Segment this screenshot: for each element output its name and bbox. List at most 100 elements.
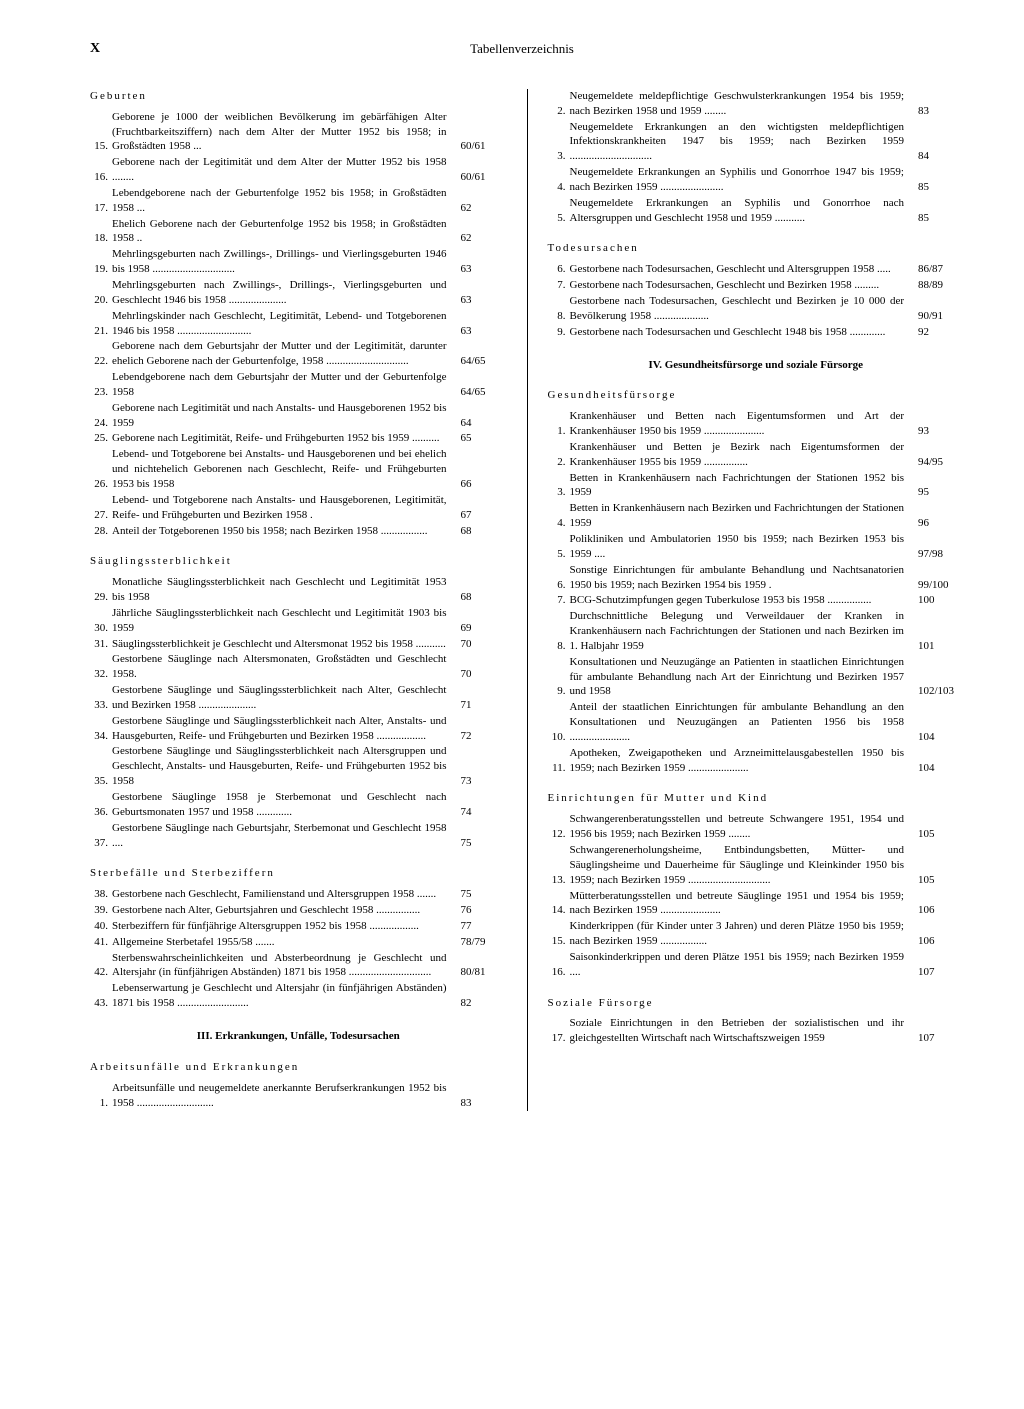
entry-number: 23. bbox=[90, 385, 112, 400]
entry-text: Gestorbene Säuglinge 1958 je Sterbemonat… bbox=[112, 790, 453, 820]
entry-number: 39. bbox=[90, 903, 112, 918]
entry-page: 62 bbox=[453, 231, 507, 246]
toc-entry: 25.Geborene nach Legitimität, Reife- und… bbox=[90, 431, 507, 446]
toc-entry: 16.Saisonkinderkrippen und deren Plätze … bbox=[548, 950, 965, 980]
toc-entry: 8.Gestorbene nach Todesursachen, Geschle… bbox=[548, 294, 965, 324]
toc-entry: 18.Ehelich Geborene nach der Geburtenfol… bbox=[90, 217, 507, 247]
entry-number: 3. bbox=[548, 149, 570, 164]
toc-entry: 6.Sonstige Einrichtungen für ambulante B… bbox=[548, 563, 965, 593]
toc-entry: 19.Mehrlingsgeburten nach Zwillings-, Dr… bbox=[90, 247, 507, 277]
entry-page: 70 bbox=[453, 637, 507, 652]
toc-entry: 2.Neugemeldete meldepflichtige Geschwuls… bbox=[548, 89, 965, 119]
entry-text: Schwangerenberatungsstellen und betreute… bbox=[570, 812, 911, 842]
entry-number: 29. bbox=[90, 590, 112, 605]
entry-number: 2. bbox=[548, 455, 570, 470]
entry-number: 35. bbox=[90, 774, 112, 789]
entry-page: 90/91 bbox=[910, 309, 964, 324]
entry-page: 60/61 bbox=[453, 139, 507, 154]
section-heading: Todesursachen bbox=[548, 241, 965, 256]
entry-text: Konsultationen und Neuzugänge an Patient… bbox=[570, 655, 911, 700]
entry-number: 5. bbox=[548, 211, 570, 226]
entry-text: Neugemeldete Erkrankungen an Syphilis un… bbox=[570, 196, 911, 226]
entry-page: 78/79 bbox=[453, 935, 507, 950]
left-column: Geburten15.Geborene je 1000 der weiblich… bbox=[90, 89, 528, 1111]
entry-page: 76 bbox=[453, 903, 507, 918]
toc-entry: 4.Betten in Krankenhäusern nach Bezirken… bbox=[548, 501, 965, 531]
section-heading: Geburten bbox=[90, 89, 507, 104]
section-heading: Sterbefälle und Sterbeziffern bbox=[90, 866, 507, 881]
entry-number: 18. bbox=[90, 231, 112, 246]
entry-page: 94/95 bbox=[910, 455, 964, 470]
toc-entry: 17.Lebendgeborene nach der Geburtenfolge… bbox=[90, 186, 507, 216]
entry-number: 37. bbox=[90, 836, 112, 851]
chapter-heading: IV. Gesundheitsfürsorge und soziale Fürs… bbox=[548, 358, 965, 373]
toc-entry: 41.Allgemeine Sterbetafel 1955/58 ......… bbox=[90, 935, 507, 950]
entry-text: Kinderkrippen (für Kinder unter 3 Jahren… bbox=[570, 919, 911, 949]
toc-entry: 32.Gestorbene Säuglinge nach Altersmonat… bbox=[90, 652, 507, 682]
entry-text: Gestorbene Säuglinge nach Altersmonaten,… bbox=[112, 652, 453, 682]
entry-page: 63 bbox=[453, 324, 507, 339]
entry-text: Säuglingssterblichkeit je Geschlecht und… bbox=[112, 637, 453, 652]
entry-text: BCG-Schutzimpfungen gegen Tuberkulose 19… bbox=[570, 593, 911, 608]
entry-text: Mehrlingskinder nach Geschlecht, Legitim… bbox=[112, 309, 453, 339]
entry-text: Betten in Krankenhäusern nach Fachrichtu… bbox=[570, 471, 911, 501]
entry-number: 22. bbox=[90, 354, 112, 369]
toc-entry: 14.Mütterberatungsstellen und betreute S… bbox=[548, 889, 965, 919]
toc-entry: 22.Geborene nach dem Geburtsjahr der Mut… bbox=[90, 339, 507, 369]
entry-page: 105 bbox=[910, 827, 964, 842]
entry-text: Arbeitsunfälle und neugemeldete anerkann… bbox=[112, 1081, 453, 1111]
entry-number: 43. bbox=[90, 996, 112, 1011]
entry-number: 11. bbox=[548, 761, 570, 776]
entry-number: 38. bbox=[90, 887, 112, 902]
entry-text: Mehrlingsgeburten nach Zwillings-, Drill… bbox=[112, 247, 453, 277]
entry-number: 13. bbox=[548, 873, 570, 888]
entry-number: 4. bbox=[548, 180, 570, 195]
entry-number: 27. bbox=[90, 508, 112, 523]
toc-entry: 30.Jährliche Säuglingssterblichkeit nach… bbox=[90, 606, 507, 636]
entry-page: 85 bbox=[910, 211, 964, 226]
entry-page: 67 bbox=[453, 508, 507, 523]
toc-columns: Geburten15.Geborene je 1000 der weiblich… bbox=[90, 89, 964, 1111]
entry-text: Monatliche Säuglingssterblichkeit nach G… bbox=[112, 575, 453, 605]
toc-entry: 26.Lebend- und Totgeborene bei Anstalts-… bbox=[90, 447, 507, 492]
entry-page: 85 bbox=[910, 180, 964, 195]
toc-entry: 27.Lebend- und Totgeborene nach Anstalts… bbox=[90, 493, 507, 523]
entry-number: 7. bbox=[548, 593, 570, 608]
toc-entry: 6.Gestorbene nach Todesursachen, Geschle… bbox=[548, 262, 965, 277]
section-heading: Säuglingssterblichkeit bbox=[90, 554, 507, 569]
toc-entry: 16.Geborene nach der Legitimität und dem… bbox=[90, 155, 507, 185]
toc-entry: 20.Mehrlingsgeburten nach Zwillings-, Dr… bbox=[90, 278, 507, 308]
toc-entry: 5.Neugemeldete Erkrankungen an Syphilis … bbox=[548, 196, 965, 226]
entry-text: Gestorbene Säuglinge und Säuglingssterbl… bbox=[112, 683, 453, 713]
toc-entry: 9.Konsultationen und Neuzugänge an Patie… bbox=[548, 655, 965, 700]
toc-entry: 15.Kinderkrippen (für Kinder unter 3 Jah… bbox=[548, 919, 965, 949]
entry-page: 63 bbox=[453, 293, 507, 308]
entry-text: Saisonkinderkrippen und deren Plätze 195… bbox=[570, 950, 911, 980]
entry-text: Durchschnittliche Belegung und Verweilda… bbox=[570, 609, 911, 654]
entry-text: Sonstige Einrichtungen für ambulante Beh… bbox=[570, 563, 911, 593]
entry-number: 16. bbox=[548, 965, 570, 980]
entry-number: 20. bbox=[90, 293, 112, 308]
toc-entry: 10.Anteil der staatlichen Einrichtungen … bbox=[548, 700, 965, 745]
entry-number: 24. bbox=[90, 416, 112, 431]
toc-entry: 3.Neugemeldete Erkrankungen an den wicht… bbox=[548, 120, 965, 165]
entry-number: 1. bbox=[90, 1096, 112, 1111]
entry-number: 41. bbox=[90, 935, 112, 950]
toc-entry: 34.Gestorbene Säuglinge und Säuglingsste… bbox=[90, 714, 507, 744]
entry-text: Geborene nach der Legitimität und dem Al… bbox=[112, 155, 453, 185]
toc-entry: 37.Gestorbene Säuglinge nach Geburtsjahr… bbox=[90, 821, 507, 851]
entry-page: 80/81 bbox=[453, 965, 507, 980]
entry-number: 3. bbox=[548, 485, 570, 500]
entry-text: Betten in Krankenhäusern nach Bezirken u… bbox=[570, 501, 911, 531]
entry-number: 25. bbox=[90, 431, 112, 446]
entry-text: Gestorbene Säuglinge und Säuglingssterbl… bbox=[112, 744, 453, 789]
entry-text: Allgemeine Sterbetafel 1955/58 ....... bbox=[112, 935, 453, 950]
entry-number: 7. bbox=[548, 278, 570, 293]
toc-entry: 13.Schwangerenerholungsheime, Entbindung… bbox=[548, 843, 965, 888]
entry-page: 60/61 bbox=[453, 170, 507, 185]
entry-text: Geborene nach Legitimität und nach Ansta… bbox=[112, 401, 453, 431]
entry-page: 70 bbox=[453, 667, 507, 682]
entry-text: Sterbeziffern für fünfjährige Altersgrup… bbox=[112, 919, 453, 934]
chapter-heading: III. Erkrankungen, Unfälle, Todesursache… bbox=[90, 1029, 507, 1044]
entry-page: 73 bbox=[453, 774, 507, 789]
